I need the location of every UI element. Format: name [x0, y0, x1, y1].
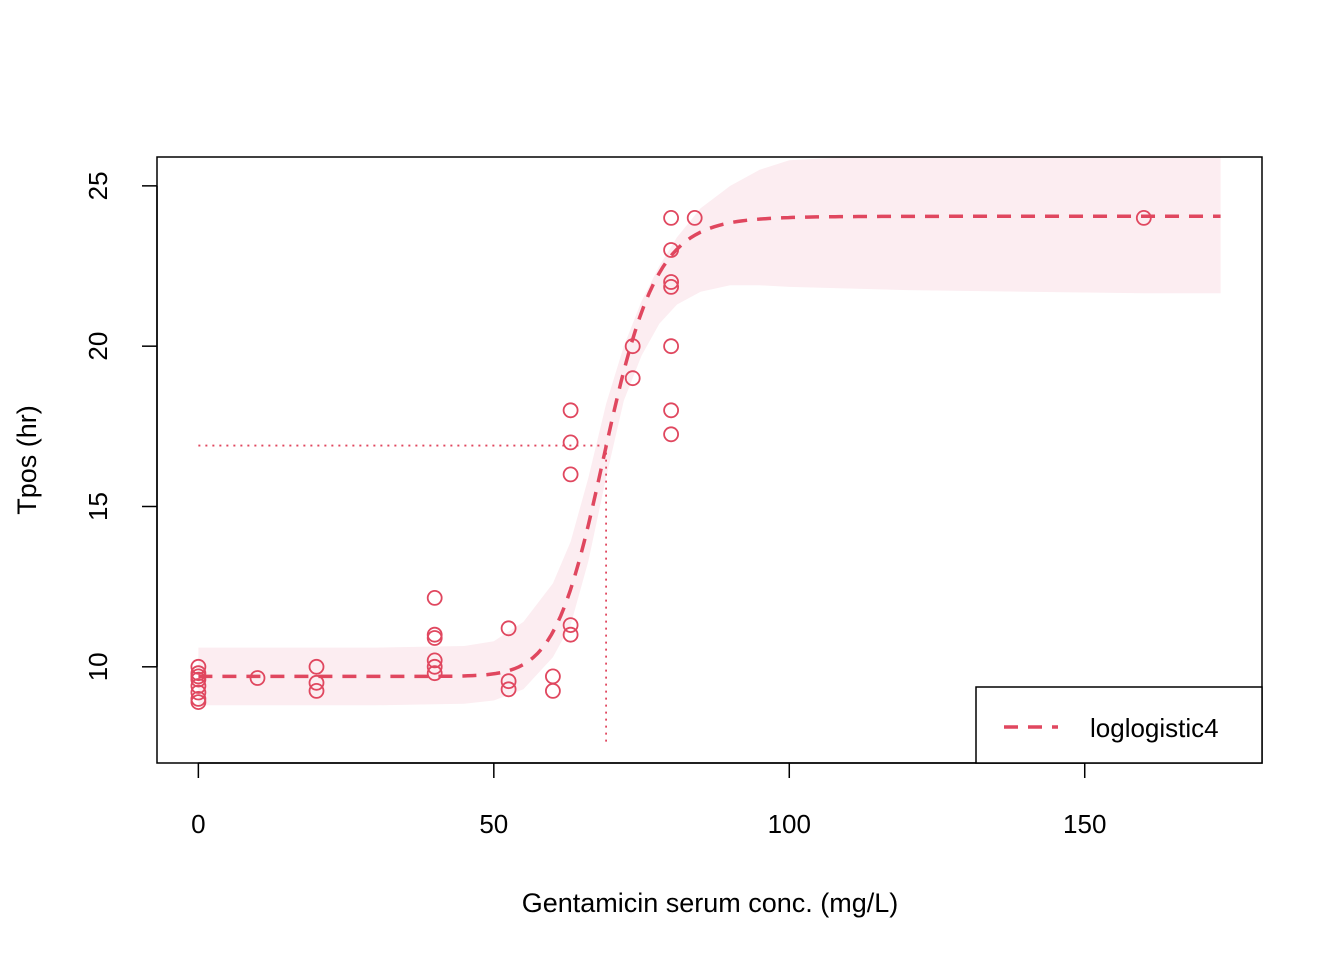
fitted-curve-layer: [198, 214, 1221, 679]
y-tick-label: 15: [83, 492, 113, 521]
ec50-guide-layer: [198, 444, 607, 743]
data-point: [308, 674, 325, 691]
data-point: [1135, 209, 1152, 226]
data-point: [426, 658, 443, 675]
data-point: [562, 434, 579, 451]
x-tick-label: 100: [768, 809, 811, 839]
data-point: [426, 665, 443, 682]
x-tick-label: 150: [1063, 809, 1106, 839]
y-tick-label: 20: [83, 332, 113, 361]
data-point: [426, 590, 443, 606]
confidence-band: [198, 157, 1221, 706]
legend-box: [975, 686, 1263, 764]
data-point: [426, 652, 443, 669]
data-points-layer: [190, 209, 1152, 710]
data-point: [545, 668, 561, 685]
data-point: [545, 683, 561, 699]
data-point: [500, 681, 517, 698]
data-point: [663, 426, 679, 443]
fitted-curve: [198, 214, 1221, 679]
y-tick-label: 10: [83, 652, 113, 681]
legend: loglogistic4: [975, 686, 1263, 764]
data-point: [190, 678, 207, 694]
x-axis-title: Gentamicin serum conc. (mg/L): [522, 888, 899, 918]
data-point: [686, 209, 703, 226]
data-point: [190, 684, 207, 701]
data-point: [663, 242, 679, 258]
y-axis: 10 15 20 25: [83, 171, 158, 681]
data-point: [190, 668, 207, 685]
data-point: [663, 338, 679, 355]
x-tick-label: 0: [191, 809, 205, 839]
data-point: [308, 683, 325, 699]
y-axis-title: Tpos (hr): [12, 405, 42, 515]
data-point: [562, 626, 579, 643]
data-point: [500, 673, 517, 690]
data-point: [190, 658, 207, 675]
x-axis: 0 50 100 150: [191, 762, 1106, 839]
data-point: [426, 630, 443, 646]
data-point: [624, 338, 641, 355]
data-point: [426, 626, 443, 643]
confidence-band-layer: [198, 157, 1221, 706]
data-point: [562, 617, 579, 633]
x-tick-label: 50: [479, 809, 508, 839]
data-point: [663, 274, 679, 290]
data-point: [624, 370, 641, 387]
data-point: [663, 209, 679, 226]
legend-label: loglogistic4: [1090, 713, 1219, 743]
data-point: [190, 694, 207, 710]
y-tick-label: 25: [83, 171, 113, 200]
data-point: [562, 402, 579, 419]
data-point: [663, 402, 679, 419]
data-point: [249, 670, 266, 686]
data-point: [308, 658, 325, 675]
data-point: [500, 620, 517, 637]
data-point: [663, 278, 679, 295]
data-point: [562, 466, 579, 483]
